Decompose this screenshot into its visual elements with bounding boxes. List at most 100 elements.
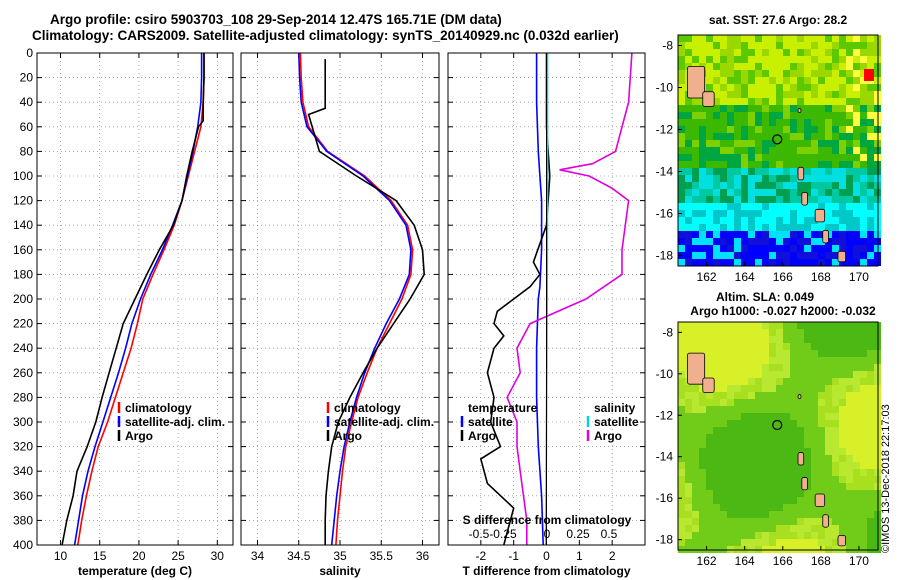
map-xtick-label: 164 [735,270,755,284]
xtick-label: 35 [333,549,347,563]
legend-label: satellite [468,415,513,429]
series-line-temperature-argo [479,53,551,546]
ytick-label: 340 [13,464,33,478]
island-shape [801,477,808,491]
island-shape [814,208,826,223]
series-line-argo [307,59,426,545]
island-shape [687,66,706,99]
xtick-label: 10 [54,549,68,563]
x-axis-label: T difference from climatology [462,564,630,578]
legend-label: Argo [334,429,362,443]
legend-label: Argo [594,429,622,443]
xtick-label: 34.5 [287,549,311,563]
island-shape [837,535,847,547]
legend-title: temperature [468,401,538,415]
ytick-label: 140 [13,218,33,232]
xtick-label: 0 [543,549,550,563]
map-ytick-label: -16 [656,491,674,505]
ytick-label: 380 [13,513,33,527]
map-ytick-label: -18 [656,533,674,547]
title-line-2: Climatology: CARS2009. Satellite-adjuste… [32,28,619,43]
legend-label: Argo [125,429,153,443]
sla-map-subtitle: Argo h1000: -0.027 h2000: -0.032 [690,304,876,318]
series-line-temperature-satellite [535,53,544,546]
xtick-label: 25 [171,549,185,563]
island-shape [702,91,715,107]
ytick-label: 20 [20,71,34,85]
island-shape [814,493,826,507]
ytick-label: 80 [20,144,34,158]
legend-title: salinity [594,401,636,415]
map-ytick-label: -8 [662,325,673,339]
map-ytick-label: -14 [656,165,674,179]
island-shape [837,250,847,263]
ytick-label: 200 [13,292,33,306]
ytick-label: 300 [13,415,33,429]
ytick-label: 360 [13,489,33,503]
legend-label: climatology [125,401,192,415]
ytick-label: 400 [13,538,33,552]
float-marker [772,419,783,431]
plot-frame [36,52,234,546]
xtick-label: 34 [251,549,265,563]
s-tick-label: 0.5 [601,527,618,541]
ytick-label: 60 [20,120,34,134]
x-axis-label: temperature (deg C) [78,564,192,578]
map-ytick-label: -12 [656,123,674,137]
series-line-salinity-argo [506,52,633,545]
island-shape [687,352,706,385]
map-xtick-label: 166 [773,554,793,568]
legend-label: satellite-adj. clim. [125,415,225,429]
ytick-label: 100 [13,169,33,183]
sst-map-image [678,35,881,266]
ytick-label: 120 [13,194,33,208]
x-axis-label: salinity [319,564,361,578]
map-ytick-label: -10 [656,367,674,381]
ytick-label: 320 [13,440,33,454]
map-xtick-label: 162 [697,270,717,284]
sst-hot-marker [864,69,874,81]
map-ytick-label: -8 [662,39,673,53]
map-xtick-label: 170 [849,554,869,568]
island-shape [702,377,715,393]
map-ytick-label: -18 [656,249,674,263]
series-line-argo [61,53,205,546]
s-tick-label: 0 [544,527,551,541]
ytick-label: 260 [13,366,33,380]
island-shape [797,108,802,114]
xtick-label: 2 [609,549,616,563]
series-line-satellite-adj-clim- [298,52,412,546]
ytick-label: 220 [13,317,33,331]
ytick-label: 0 [26,46,33,60]
float-marker [772,134,783,145]
map-xtick-label: 168 [811,554,831,568]
xtick-label: -1 [508,549,519,563]
xtick-label: 30 [211,549,225,563]
island-shape [797,166,805,181]
ytick-label: 240 [13,341,33,355]
map-xtick-label: 170 [849,270,869,284]
map-ytick-label: -16 [656,207,674,221]
ytick-label: 280 [13,390,33,404]
plot-frame [240,52,440,546]
map-xtick-label: 168 [811,270,831,284]
xtick-label: 35.5 [370,549,394,563]
island-shape [797,394,802,400]
island-shape [797,452,805,466]
series-line-climatology [77,53,205,546]
map-frame [677,321,879,551]
s-tick-label: 0.25 [566,527,590,541]
island-shape [822,229,829,244]
map-frame [677,34,879,267]
map-xtick-label: 164 [735,554,755,568]
legend-label: satellite-adj. clim. [334,415,434,429]
legend-label: Argo [468,429,496,443]
sla-map-title: Altim. SLA: 0.049 [716,290,814,304]
ytick-label: 160 [13,243,33,257]
s-tick-label: -0.25 [489,527,517,541]
xtick-label: 20 [132,549,146,563]
legend-label: climatology [334,401,401,415]
xtick-label: 36 [416,549,430,563]
ytick-label: 40 [20,95,34,109]
